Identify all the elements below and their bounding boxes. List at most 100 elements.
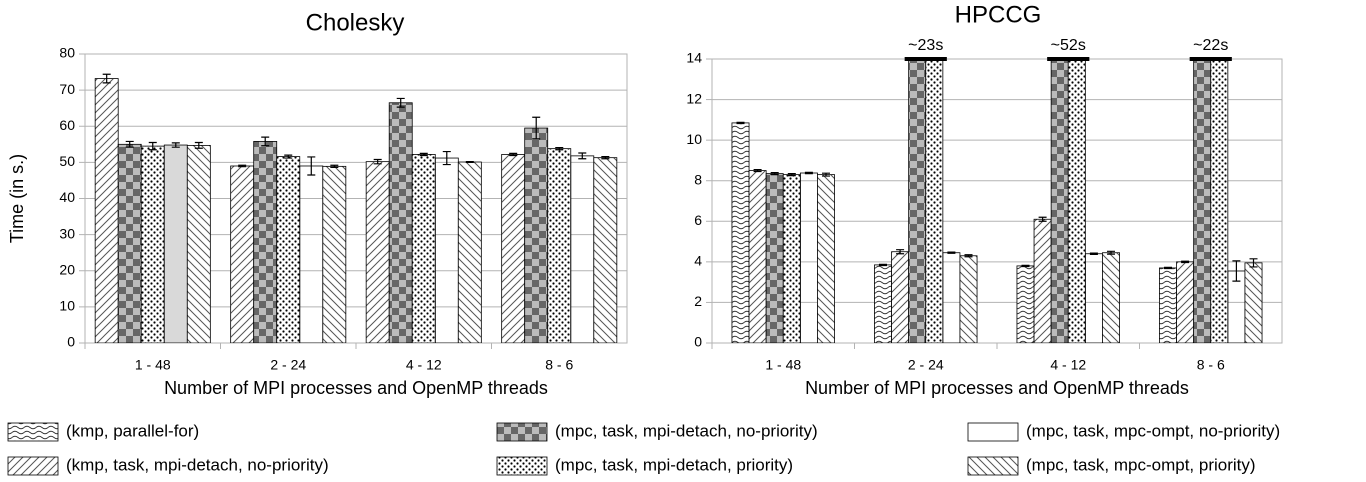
- error-bar: [509, 152, 518, 157]
- bar: [1227, 270, 1246, 343]
- legend-swatch: [7, 456, 59, 476]
- error-bar: [964, 254, 973, 258]
- legend-label: (kmp, parallel-for): [66, 421, 199, 440]
- legend-swatch: [967, 422, 1019, 442]
- y-tick-label: 30: [59, 225, 75, 241]
- annotation: ~22s: [1193, 37, 1228, 54]
- bar: [524, 127, 549, 343]
- bar: [457, 161, 482, 343]
- y-tick-label: 80: [59, 45, 75, 61]
- bar: [299, 165, 324, 343]
- y-tick-label: 0: [694, 334, 702, 350]
- bar: [1050, 58, 1069, 343]
- bar: [782, 174, 801, 343]
- legend-label: (mpc, task, mpc-ompt, no-priority): [1026, 421, 1280, 440]
- y-tick-label: 50: [59, 153, 75, 169]
- error-bar: [787, 173, 796, 177]
- bar: [570, 155, 595, 343]
- x-axis-label: Number of MPI processes and OpenMP threa…: [164, 378, 548, 398]
- chart-title: HPCCG: [955, 1, 1042, 28]
- y-tick-label: 10: [59, 298, 75, 314]
- error-bar: [373, 158, 382, 165]
- legend-swatch: [7, 422, 59, 442]
- bar: [1210, 58, 1229, 343]
- bar: [1016, 265, 1035, 343]
- error-bar: [532, 116, 541, 140]
- bar: [765, 173, 784, 343]
- error-bar: [284, 154, 293, 159]
- bar: [731, 122, 750, 343]
- legend-swatch: [496, 456, 548, 476]
- bar: [817, 174, 835, 343]
- error-bar: [555, 146, 564, 151]
- y-tick-label: 10: [686, 131, 702, 147]
- error-bar: [1164, 266, 1172, 270]
- bar: [140, 145, 165, 343]
- annotation: ~23s: [908, 37, 943, 54]
- error-bar: [238, 164, 247, 168]
- bar: [874, 264, 892, 343]
- bar: [276, 156, 301, 343]
- x-tick-label: 1 - 48: [135, 357, 171, 373]
- bar: [94, 78, 119, 343]
- bar: [230, 165, 255, 343]
- bar: [163, 144, 188, 343]
- bar: [1033, 218, 1052, 343]
- error-bar: [804, 171, 813, 175]
- bar: [1084, 253, 1103, 343]
- error-bar: [1232, 260, 1241, 282]
- error-bar: [822, 172, 830, 177]
- legend-swatch: [967, 456, 1019, 476]
- legend-label: (mpc, task, mpi-detach, no-priority): [555, 421, 818, 440]
- legend-label: (mpc, task, mpi-detach, priority): [555, 455, 793, 474]
- error-bar: [879, 263, 887, 267]
- bar: [253, 141, 278, 343]
- error-bar: [1107, 250, 1115, 255]
- bar: [411, 154, 436, 343]
- bar: [891, 251, 910, 343]
- error-bar: [465, 161, 474, 163]
- bar: [365, 161, 390, 343]
- error-bar: [102, 73, 111, 84]
- bar: [942, 252, 961, 343]
- x-tick-label: 8 - 6: [545, 357, 573, 373]
- error-bar: [330, 164, 339, 169]
- y-tick-label: 0: [67, 334, 75, 350]
- chart-title: Cholesky: [306, 9, 405, 36]
- x-tick-label: 1 - 48: [765, 357, 801, 373]
- x-axis-label: Number of MPI processes and OpenMP threa…: [805, 378, 1189, 398]
- error-bar: [396, 97, 405, 108]
- y-tick-label: 60: [59, 117, 75, 133]
- legend-swatch: [496, 422, 548, 442]
- x-tick-label: 2 - 24: [908, 357, 944, 373]
- legend-label: (kmp, task, mpi-detach, no-priority): [66, 455, 329, 474]
- error-bar: [125, 140, 134, 148]
- bar: [1102, 252, 1120, 343]
- y-tick-label: 2: [694, 293, 702, 309]
- bar: [1244, 262, 1263, 343]
- bar: [1067, 58, 1086, 343]
- x-tick-label: 2 - 24: [270, 357, 306, 373]
- bar: [547, 148, 572, 343]
- y-tick-label: 20: [59, 261, 75, 277]
- bar: [925, 58, 944, 343]
- bar: [388, 102, 413, 343]
- error-bar: [148, 141, 157, 151]
- error-bar: [1021, 264, 1030, 268]
- error-bar: [1181, 260, 1190, 264]
- error-bar: [442, 150, 451, 166]
- x-tick-label: 8 - 6: [1197, 357, 1225, 373]
- error-bar: [601, 155, 610, 160]
- bar: [117, 143, 142, 343]
- bar: [186, 144, 211, 343]
- x-tick-label: 4 - 12: [1050, 357, 1086, 373]
- error-bar: [419, 152, 428, 157]
- error-bar: [736, 121, 745, 125]
- error-bar: [578, 152, 587, 160]
- x-tick-label: 4 - 12: [406, 357, 442, 373]
- error-bar: [261, 136, 270, 147]
- bar: [322, 165, 347, 343]
- annotation: ~52s: [1051, 37, 1086, 54]
- y-axis-label: Time (in s.): [7, 154, 27, 243]
- error-bar: [1249, 258, 1258, 268]
